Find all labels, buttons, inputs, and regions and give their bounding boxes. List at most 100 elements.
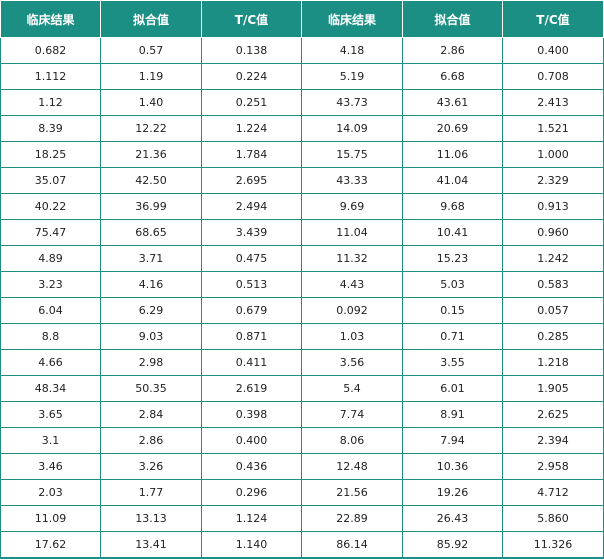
header-tc-value-1: T/C值	[201, 0, 302, 38]
cell-fitted-value-2: 8.91	[402, 401, 503, 428]
cell-fitted-value-2: 0.71	[402, 323, 503, 350]
cell-clinical-result-2: 14.09	[301, 115, 403, 142]
cell-tc-value-2: 2.625	[502, 401, 604, 428]
cell-clinical-result-2: 43.33	[301, 167, 403, 194]
table-row: 11.09 13.13 1.124 22.89 26.43 5.860	[0, 505, 604, 532]
cell-fitted-value-2: 19.26	[402, 479, 503, 506]
cell-fitted-value-1: 9.03	[100, 323, 202, 350]
cell-tc-value-1: 3.439	[201, 219, 302, 246]
table-row: 4.66 2.98 0.411 3.56 3.55 1.218	[0, 349, 604, 376]
table-row: 8.39 12.22 1.224 14.09 20.69 1.521	[0, 115, 604, 142]
table-row: 0.682 0.57 0.138 4.18 2.86 0.400	[0, 37, 604, 64]
cell-clinical-result-1: 4.89	[0, 245, 101, 272]
header-clinical-result-1: 临床结果	[0, 0, 101, 38]
cell-fitted-value-1: 13.41	[100, 531, 202, 559]
cell-clinical-result-1: 6.04	[0, 297, 101, 324]
cell-fitted-value-1: 3.71	[100, 245, 202, 272]
cell-tc-value-1: 1.124	[201, 505, 302, 532]
cell-tc-value-2: 2.413	[502, 89, 604, 116]
cell-fitted-value-1: 1.77	[100, 479, 202, 506]
table-row: 75.47 68.65 3.439 11.04 10.41 0.960	[0, 219, 604, 246]
cell-clinical-result-1: 2.03	[0, 479, 101, 506]
cell-clinical-result-2: 7.74	[301, 401, 403, 428]
cell-fitted-value-1: 4.16	[100, 271, 202, 298]
cell-tc-value-1: 1.784	[201, 141, 302, 168]
cell-clinical-result-2: 11.04	[301, 219, 403, 246]
cell-tc-value-2: 2.958	[502, 453, 604, 480]
cell-tc-value-1: 0.398	[201, 401, 302, 428]
cell-tc-value-2: 1.905	[502, 375, 604, 402]
cell-fitted-value-2: 26.43	[402, 505, 503, 532]
header-clinical-result-2: 临床结果	[301, 0, 403, 38]
table-row: 40.22 36.99 2.494 9.69 9.68 0.913	[0, 193, 604, 220]
cell-tc-value-2: 0.960	[502, 219, 604, 246]
cell-clinical-result-2: 3.56	[301, 349, 403, 376]
cell-clinical-result-1: 8.8	[0, 323, 101, 350]
cell-clinical-result-1: 3.23	[0, 271, 101, 298]
cell-fitted-value-1: 13.13	[100, 505, 202, 532]
cell-tc-value-1: 0.251	[201, 89, 302, 116]
cell-clinical-result-1: 40.22	[0, 193, 101, 220]
cell-tc-value-1: 0.411	[201, 349, 302, 376]
cell-clinical-result-2: 15.75	[301, 141, 403, 168]
cell-fitted-value-1: 21.36	[100, 141, 202, 168]
cell-tc-value-1: 2.619	[201, 375, 302, 402]
cell-fitted-value-2: 10.41	[402, 219, 503, 246]
cell-clinical-result-1: 35.07	[0, 167, 101, 194]
cell-clinical-result-2: 0.092	[301, 297, 403, 324]
cell-fitted-value-2: 0.15	[402, 297, 503, 324]
cell-tc-value-2: 0.400	[502, 37, 604, 64]
cell-fitted-value-1: 2.98	[100, 349, 202, 376]
cell-clinical-result-2: 11.32	[301, 245, 403, 272]
cell-clinical-result-1: 4.66	[0, 349, 101, 376]
table-header: 临床结果 拟合值 T/C值 临床结果 拟合值 T/C值	[0, 0, 604, 38]
cell-fitted-value-2: 10.36	[402, 453, 503, 480]
table-row: 4.89 3.71 0.475 11.32 15.23 1.242	[0, 245, 604, 272]
cell-fitted-value-2: 6.01	[402, 375, 503, 402]
cell-clinical-result-1: 1.112	[0, 63, 101, 90]
cell-fitted-value-2: 2.86	[402, 37, 503, 64]
cell-fitted-value-2: 6.68	[402, 63, 503, 90]
cell-clinical-result-2: 1.03	[301, 323, 403, 350]
cell-fitted-value-1: 1.19	[100, 63, 202, 90]
cell-fitted-value-1: 42.50	[100, 167, 202, 194]
header-fitted-value-1: 拟合值	[100, 0, 202, 38]
cell-clinical-result-1: 8.39	[0, 115, 101, 142]
cell-fitted-value-1: 12.22	[100, 115, 202, 142]
cell-tc-value-2: 1.000	[502, 141, 604, 168]
cell-tc-value-2: 0.057	[502, 297, 604, 324]
cell-clinical-result-2: 4.43	[301, 271, 403, 298]
cell-fitted-value-2: 15.23	[402, 245, 503, 272]
table-row: 1.112 1.19 0.224 5.19 6.68 0.708	[0, 63, 604, 90]
table-row: 1.12 1.40 0.251 43.73 43.61 2.413	[0, 89, 604, 116]
table-row: 8.8 9.03 0.871 1.03 0.71 0.285	[0, 323, 604, 350]
cell-fitted-value-1: 1.40	[100, 89, 202, 116]
table-row: 3.23 4.16 0.513 4.43 5.03 0.583	[0, 271, 604, 298]
cell-fitted-value-2: 20.69	[402, 115, 503, 142]
cell-tc-value-2: 1.218	[502, 349, 604, 376]
table-body: 0.682 0.57 0.138 4.18 2.86 0.400 1.112 1.19 0.22…	[0, 37, 604, 559]
cell-fitted-value-2: 41.04	[402, 167, 503, 194]
cell-tc-value-2: 1.242	[502, 245, 604, 272]
cell-fitted-value-1: 50.35	[100, 375, 202, 402]
table-row: 2.03 1.77 0.296 21.56 19.26 4.712	[0, 479, 604, 506]
cell-tc-value-2: 1.521	[502, 115, 604, 142]
cell-fitted-value-2: 11.06	[402, 141, 503, 168]
cell-clinical-result-1: 3.46	[0, 453, 101, 480]
header-row: 临床结果 拟合值 T/C值 临床结果 拟合值 T/C值	[0, 0, 604, 38]
cell-tc-value-2: 0.913	[502, 193, 604, 220]
cell-fitted-value-2: 3.55	[402, 349, 503, 376]
table-row: 48.34 50.35 2.619 5.4 6.01 1.905	[0, 375, 604, 402]
cell-fitted-value-2: 9.68	[402, 193, 503, 220]
table-row: 3.65 2.84 0.398 7.74 8.91 2.625	[0, 401, 604, 428]
cell-clinical-result-1: 1.12	[0, 89, 101, 116]
cell-tc-value-1: 0.871	[201, 323, 302, 350]
cell-fitted-value-1: 2.86	[100, 427, 202, 454]
cell-clinical-result-1: 17.62	[0, 531, 101, 559]
cell-fitted-value-2: 7.94	[402, 427, 503, 454]
cell-clinical-result-1: 3.1	[0, 427, 101, 454]
cell-clinical-result-1: 48.34	[0, 375, 101, 402]
table-row: 18.25 21.36 1.784 15.75 11.06 1.000	[0, 141, 604, 168]
cell-clinical-result-2: 9.69	[301, 193, 403, 220]
